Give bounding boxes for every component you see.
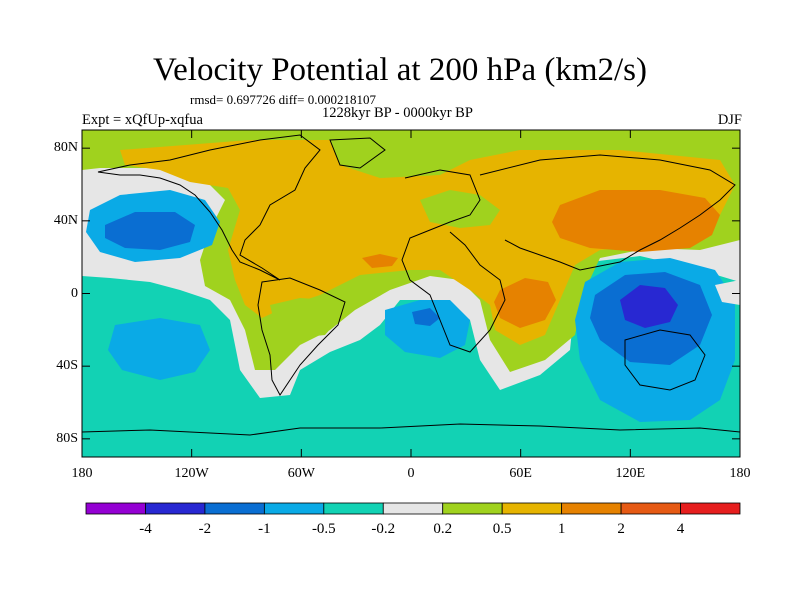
colorbar-label: 2 [617,521,625,537]
field-sahara-strong [362,254,398,268]
colorbar-box [382,502,444,515]
lon-label: 120W [174,466,209,481]
colorbar-box [204,502,265,515]
field-spacific-weak-neg [108,318,210,380]
coast-asia [479,154,736,271]
period-text: 1228kyr BP - 0000kyr BP [322,105,473,121]
colorbar-box [561,502,622,515]
colorbar-label: -1 [258,521,271,537]
plot-title: Velocity Potential at 200 hPa (km2/s) [152,52,648,88]
stats-text: rmsd= 0.697726 diff= 0.000218107 [190,92,376,107]
colorbar-label: -2 [198,521,212,537]
field-brazil-weak [270,298,340,338]
lat-label: 40N [53,212,78,228]
coast-antarctica [82,423,740,436]
field-asia-strong [552,190,720,252]
lon-label: 60E [509,466,532,481]
colorbar-box [323,502,384,515]
colorbar-box [680,502,741,515]
lat-label: 40S [56,358,78,374]
coastlines [82,134,740,436]
colorbar-box [263,502,325,515]
colorbar-label: 4 [676,521,685,537]
colorbar-label: 0.5 [492,521,512,537]
lon-label: 0 [407,466,415,481]
field-positive-moderate [120,140,735,345]
field-satlantic-weak-neg [385,300,470,358]
field-satlantic-neg [412,308,440,326]
colorbar-label: 0.2 [433,521,453,537]
colorbar-label: -4 [139,521,152,537]
colorbar-box [442,502,503,515]
colorbar-box [145,502,206,515]
lon-label: 60W [287,466,315,481]
coast-europe-africa [401,169,506,353]
field-maritime-core [620,285,678,328]
coast-north-america [97,134,321,281]
colorbar [85,502,741,515]
field-ne-pacific-neutral [715,280,740,305]
lon-label: 120E [615,466,646,481]
field-npacific-neg [105,212,195,250]
season-label: DJF [717,112,742,128]
coast-south-america [257,277,346,396]
axis-ticks [81,130,741,457]
field-africa-strong [494,278,556,328]
lat-label: 80N [53,140,78,156]
colorbar-box [620,502,681,515]
colorbar-box [501,502,563,515]
colorbar-label: 1 [557,521,566,537]
lon-label: 180 [71,466,93,481]
contour-field [82,130,740,457]
colorbar-label: -0.2 [371,521,396,537]
colorbar-box [85,502,146,515]
coast-australia [624,329,706,391]
experiment-label: Expt = xQfUp-xqfua [82,112,203,128]
coast-greenland [329,137,386,169]
lat-label: 0 [71,285,78,301]
colorbar-label: -0.5 [311,521,336,537]
lat-label: 80S [56,430,78,446]
lon-label: 180 [729,466,751,481]
